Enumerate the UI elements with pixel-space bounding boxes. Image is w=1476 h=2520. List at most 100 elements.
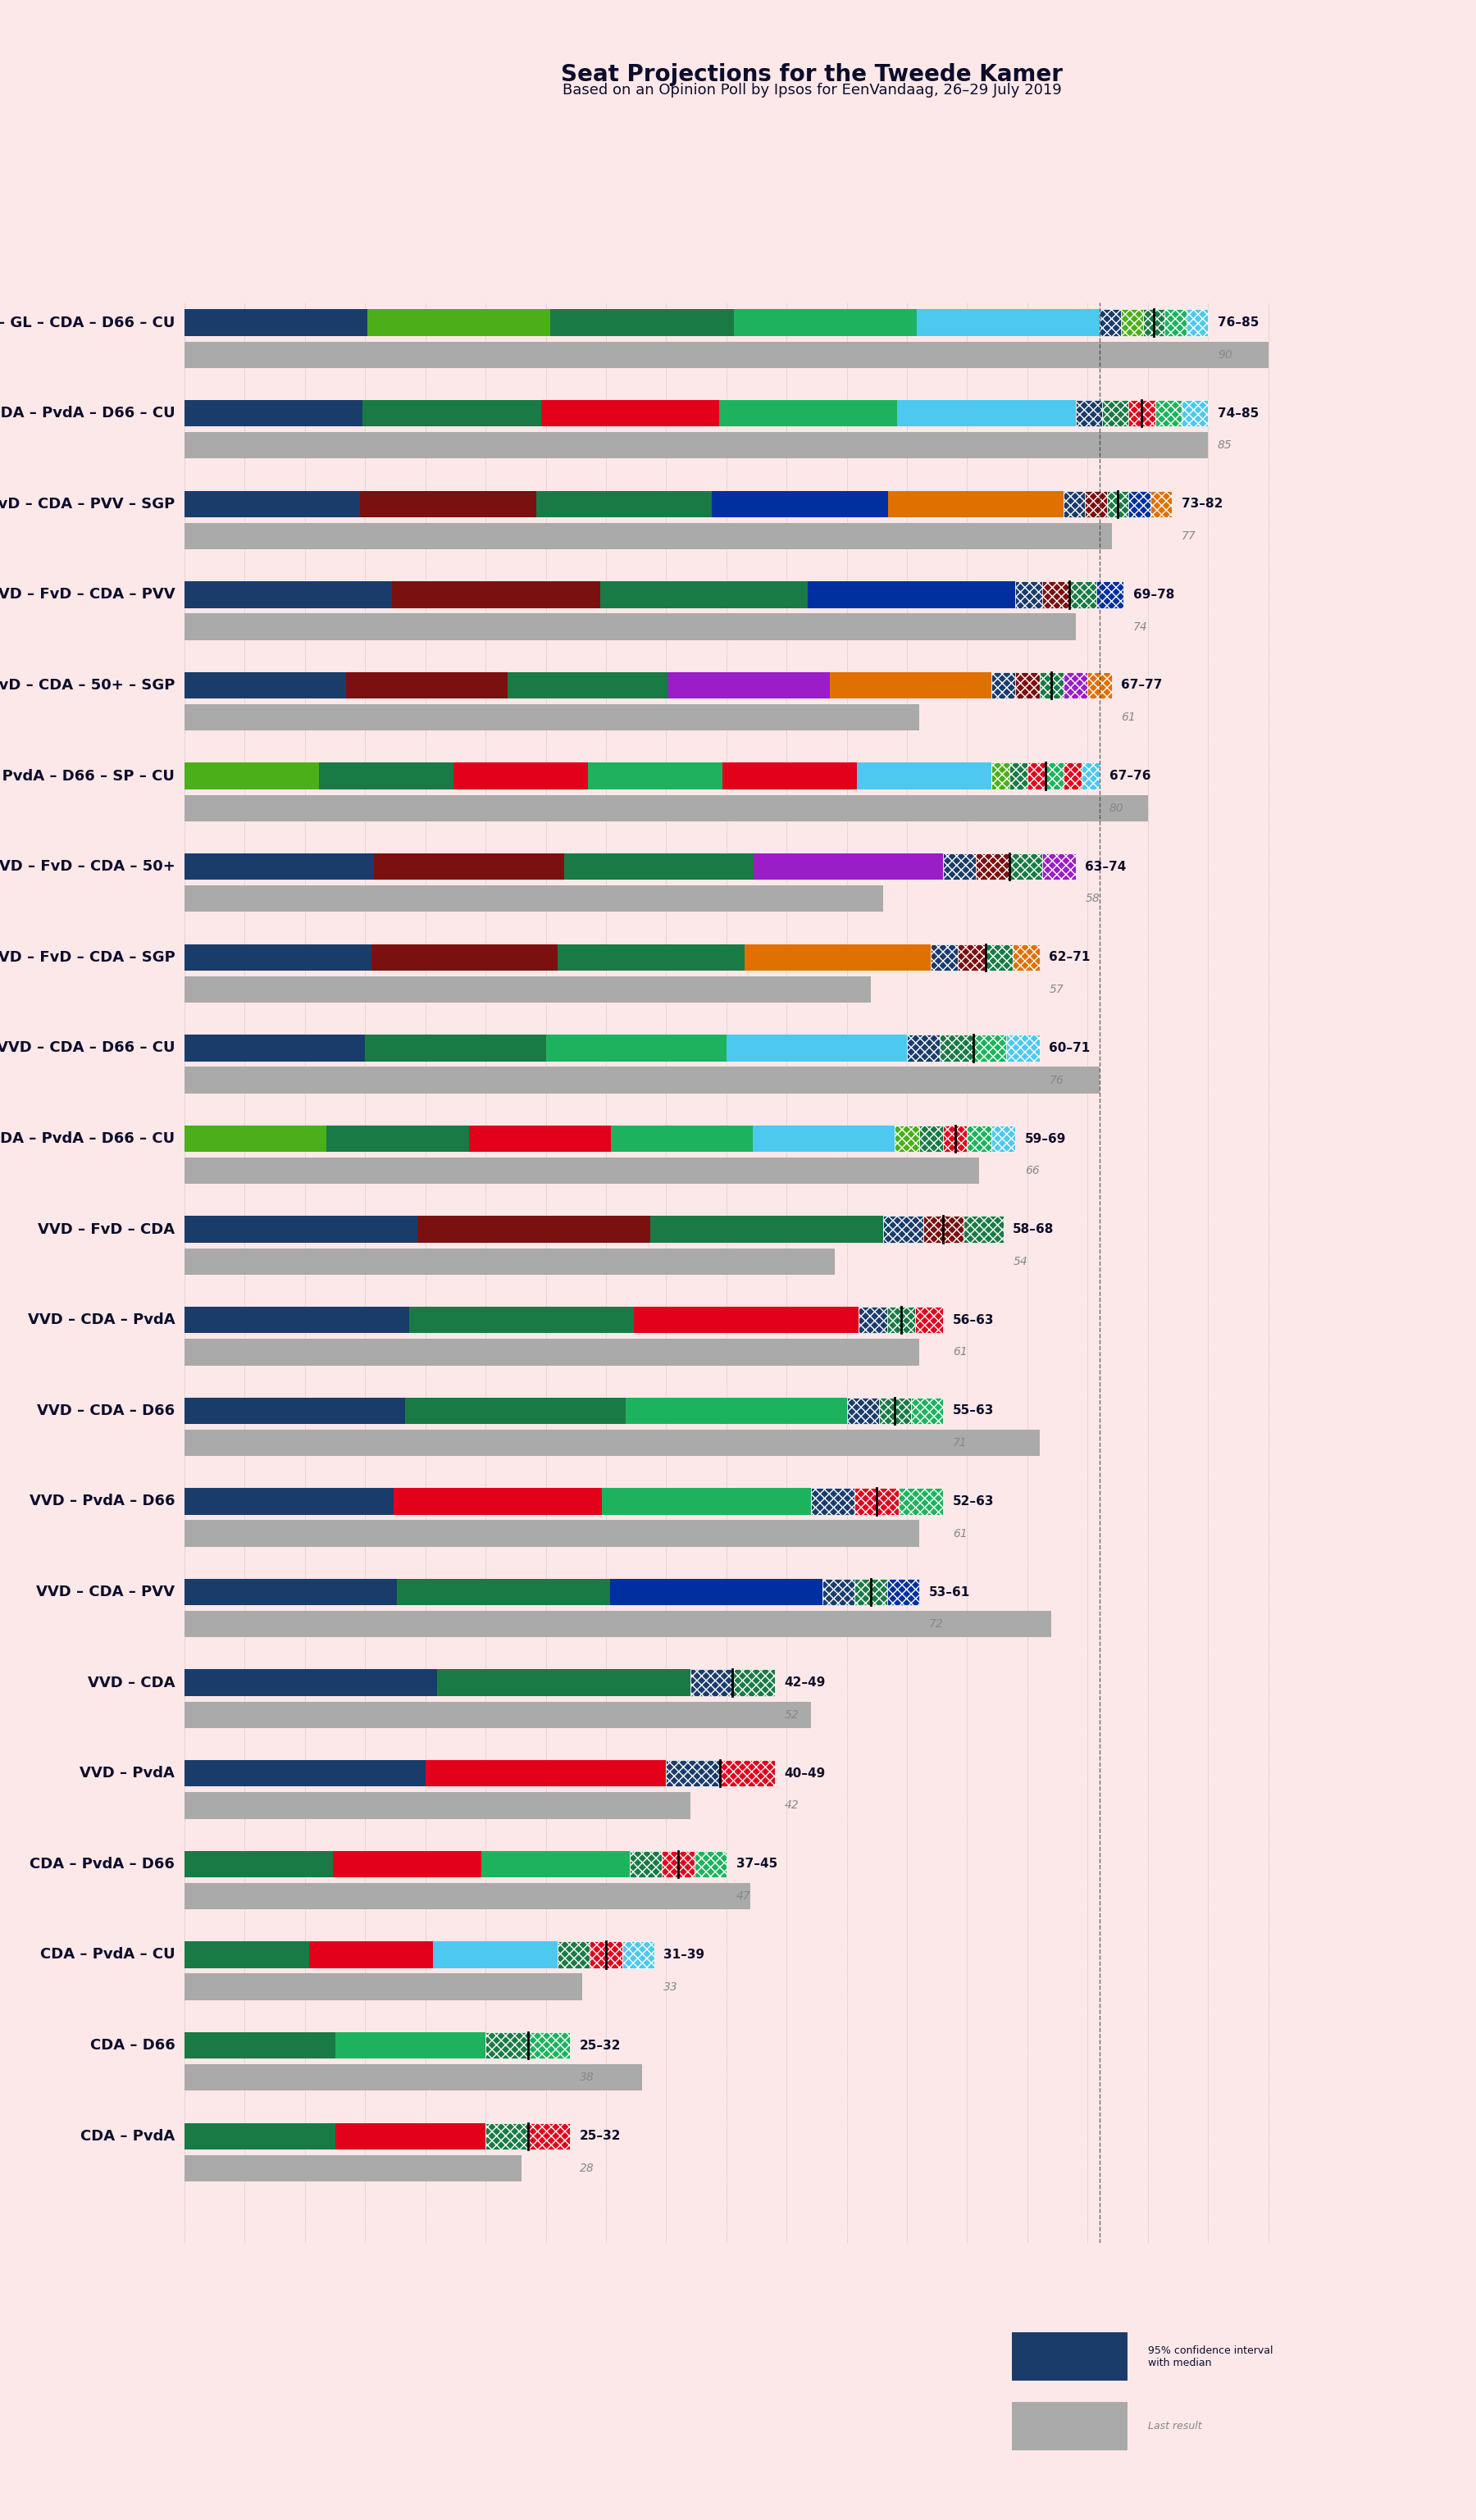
Bar xyxy=(669,673,830,698)
Text: VVD – CDA – PVV: VVD – CDA – PVV xyxy=(37,1585,174,1600)
Bar xyxy=(184,1759,425,1787)
Bar xyxy=(184,310,368,335)
Bar xyxy=(184,854,373,879)
Text: VVD – CDA: VVD – CDA xyxy=(87,1676,174,1691)
Text: VVD – PvdA – D66: VVD – PvdA – D66 xyxy=(30,1494,174,1509)
Text: 61: 61 xyxy=(952,1346,967,1358)
Bar xyxy=(184,703,920,731)
Text: VVD – PvdA: VVD – PvdA xyxy=(80,1767,174,1782)
Bar xyxy=(469,1126,611,1152)
Bar xyxy=(906,1036,940,1061)
Bar xyxy=(184,1247,835,1275)
Bar xyxy=(406,1399,626,1424)
Text: 37–45: 37–45 xyxy=(737,1857,778,1870)
Bar xyxy=(1013,2402,1128,2449)
Bar xyxy=(1007,1036,1039,1061)
Bar xyxy=(1010,854,1042,879)
Bar xyxy=(691,1668,732,1696)
Bar xyxy=(887,1308,915,1333)
Bar xyxy=(943,1126,967,1152)
Bar xyxy=(1013,945,1039,970)
Bar xyxy=(666,1759,720,1787)
Bar xyxy=(694,1850,726,1877)
Text: 28: 28 xyxy=(580,2162,593,2175)
Bar xyxy=(393,582,599,607)
Text: Seat Projections for the Tweede Kamer: Seat Projections for the Tweede Kamer xyxy=(561,63,1063,86)
Bar xyxy=(602,1489,810,1515)
Text: 85: 85 xyxy=(1218,438,1232,451)
Bar xyxy=(753,854,943,879)
Text: 69–78: 69–78 xyxy=(1134,590,1175,600)
Bar xyxy=(986,945,1013,970)
Bar xyxy=(1181,401,1207,426)
Text: 76–85: 76–85 xyxy=(1218,318,1259,328)
Text: 59–69: 59–69 xyxy=(1024,1131,1066,1144)
Bar xyxy=(184,1066,1100,1094)
Bar xyxy=(558,1940,590,1968)
Bar xyxy=(911,1399,943,1424)
Bar xyxy=(365,1036,546,1061)
Bar xyxy=(564,854,753,879)
Bar xyxy=(370,945,558,970)
Text: 90: 90 xyxy=(1218,348,1232,360)
Text: 74–85: 74–85 xyxy=(1218,408,1259,418)
Text: 76: 76 xyxy=(1049,1074,1064,1086)
Text: 25–32: 25–32 xyxy=(580,2039,621,2051)
Text: 38: 38 xyxy=(580,2071,593,2084)
Text: Based on an Opinion Poll by Ipsos for EenVandaag, 26–29 July 2019: Based on an Opinion Poll by Ipsos for Ee… xyxy=(562,83,1061,98)
Bar xyxy=(184,1850,334,1877)
Bar xyxy=(184,1973,582,2001)
Bar xyxy=(1045,764,1064,789)
Bar xyxy=(1042,582,1070,607)
Bar xyxy=(184,1701,810,1729)
Bar xyxy=(508,673,669,698)
Bar xyxy=(1129,401,1156,426)
Bar xyxy=(184,2064,642,2092)
Bar xyxy=(1103,401,1129,426)
Text: VVD – CDA – PvdA – D66 – CU: VVD – CDA – PvdA – D66 – CU xyxy=(0,406,174,421)
Text: CDA – PvdA – CU: CDA – PvdA – CU xyxy=(40,1948,174,1963)
Text: 63–74: 63–74 xyxy=(1085,859,1126,872)
Bar xyxy=(184,1399,406,1424)
Bar xyxy=(807,582,1015,607)
Bar xyxy=(587,764,722,789)
Bar xyxy=(528,2031,570,2059)
Bar xyxy=(830,673,992,698)
Bar xyxy=(883,1217,922,1242)
Bar xyxy=(184,1126,326,1152)
Text: VVD – FvD – CDA – PVV: VVD – FvD – CDA – PVV xyxy=(0,587,174,602)
Bar xyxy=(1042,854,1076,879)
Text: 61: 61 xyxy=(1122,711,1137,723)
Bar xyxy=(649,1217,883,1242)
Text: 66: 66 xyxy=(1024,1164,1039,1177)
Bar xyxy=(719,401,897,426)
Text: 47: 47 xyxy=(737,1890,750,1903)
Bar xyxy=(308,1940,434,1968)
Bar xyxy=(1082,764,1100,789)
Bar xyxy=(184,1580,397,1605)
Text: VVD – FvD – CDA – SGP: VVD – FvD – CDA – SGP xyxy=(0,950,174,965)
Text: 53–61: 53–61 xyxy=(928,1585,970,1598)
Bar xyxy=(334,1850,481,1877)
Bar xyxy=(992,764,1010,789)
Text: VVD – FvD – CDA – 50+ – SGP: VVD – FvD – CDA – 50+ – SGP xyxy=(0,678,174,693)
Bar xyxy=(1064,764,1082,789)
Text: 58–68: 58–68 xyxy=(1013,1222,1054,1235)
Bar xyxy=(425,1759,666,1787)
Text: 52: 52 xyxy=(784,1709,799,1721)
Bar xyxy=(1142,310,1165,335)
Bar xyxy=(753,1126,894,1152)
Text: 62–71: 62–71 xyxy=(1049,950,1091,963)
Bar xyxy=(184,1217,418,1242)
Text: 67–76: 67–76 xyxy=(1110,769,1151,781)
Bar xyxy=(931,945,958,970)
Bar xyxy=(481,1850,630,1877)
Bar xyxy=(1013,2334,1128,2381)
Text: VVD – GL – CDA – D66 – CU: VVD – GL – CDA – D66 – CU xyxy=(0,315,174,330)
Bar xyxy=(1165,310,1187,335)
Bar xyxy=(184,1792,691,1819)
Bar xyxy=(878,1399,911,1424)
Bar xyxy=(409,1308,635,1333)
Text: 31–39: 31–39 xyxy=(664,1948,706,1961)
Bar xyxy=(184,522,1111,549)
